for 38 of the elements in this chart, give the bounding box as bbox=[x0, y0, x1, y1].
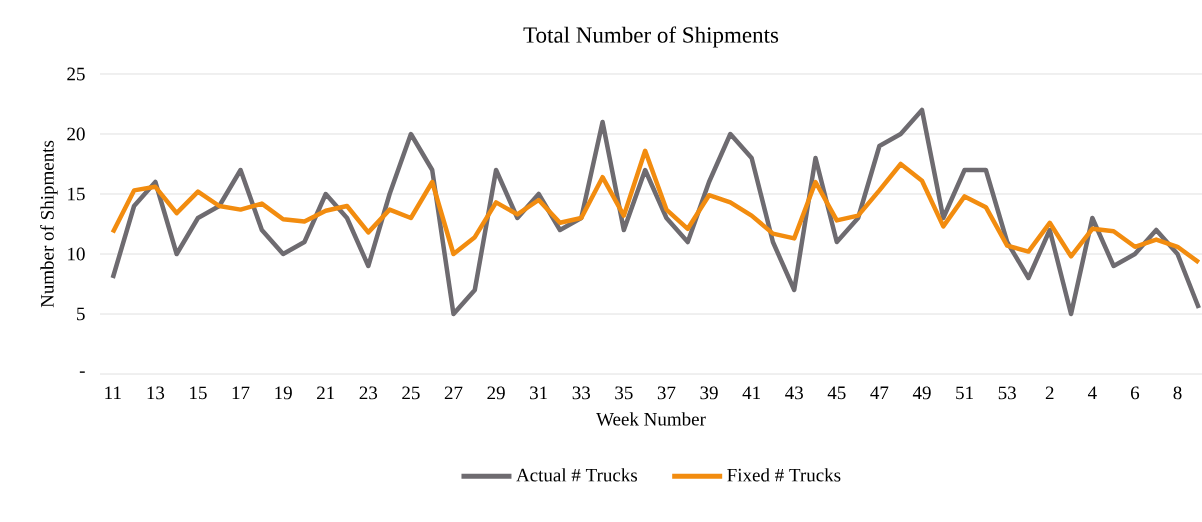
x-axis-title: Week Number bbox=[596, 412, 706, 426]
x-tick-label: 19 bbox=[275, 386, 292, 400]
y-axis-title: Number of Shipments bbox=[40, 140, 58, 308]
x-tick-label: 6 bbox=[1131, 386, 1140, 400]
x-tick-label: 29 bbox=[487, 386, 505, 400]
y-tick-label: 25 bbox=[67, 67, 85, 81]
x-tick-label: 8 bbox=[1173, 386, 1182, 400]
x-tick-label: 4 bbox=[1087, 386, 1097, 400]
x-tick-label: 21 bbox=[317, 386, 335, 400]
x-tick-label: 37 bbox=[657, 386, 676, 400]
line-series bbox=[110, 148, 1202, 265]
x-tick-label: 41 bbox=[742, 386, 760, 400]
x-tick-label: 15 bbox=[190, 386, 207, 400]
x-tick-label: 25 bbox=[402, 386, 420, 400]
x-tick-label: 49 bbox=[912, 386, 931, 400]
legend-label: Actual # Trucks bbox=[516, 468, 638, 482]
x-tick-label: 27 bbox=[444, 386, 463, 400]
chart-title: Total Number of Shipments bbox=[523, 26, 779, 48]
x-tick-label: 31 bbox=[530, 386, 548, 400]
x-tick-label: 33 bbox=[572, 386, 591, 400]
x-tick-label: 47 bbox=[870, 386, 889, 400]
x-tick-label: 51 bbox=[956, 386, 973, 400]
x-tick-label: 2 bbox=[1045, 386, 1054, 400]
y-tick-label: - bbox=[79, 371, 85, 373]
x-tick-label: 13 bbox=[147, 386, 165, 400]
y-tick-label: 15 bbox=[68, 187, 85, 201]
y-tick-label: 10 bbox=[68, 247, 85, 261]
y-tick-label: 5 bbox=[77, 307, 85, 321]
x-tick-label: 43 bbox=[785, 386, 803, 400]
x-tick-label: 17 bbox=[232, 386, 250, 400]
x-tick-label: 53 bbox=[998, 386, 1016, 400]
x-tick-label: 35 bbox=[615, 386, 633, 400]
x-tick-label: 23 bbox=[359, 386, 378, 400]
x-tick-label: 11 bbox=[105, 386, 121, 400]
y-tick-label: 20 bbox=[67, 127, 85, 141]
x-tick-label: 39 bbox=[700, 386, 718, 400]
x-tick-label: 45 bbox=[827, 386, 846, 400]
legend-label: Fixed # Trucks bbox=[727, 468, 841, 482]
